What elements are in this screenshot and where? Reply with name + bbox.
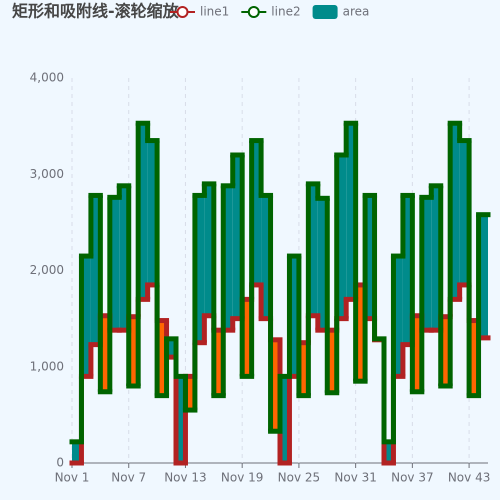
area-band (157, 320, 167, 396)
area-band (232, 155, 243, 319)
x-tick-label: Nov 19 (221, 471, 264, 485)
area-band (440, 316, 451, 386)
x-tick-label: Nov 25 (278, 471, 321, 485)
area-band (289, 256, 299, 377)
area-band (72, 441, 82, 463)
x-tick-label: Nov 37 (391, 471, 434, 485)
area-band (147, 140, 158, 285)
area-band (459, 140, 470, 285)
y-tick-label: 3,000 (30, 167, 64, 181)
x-tick-label: Nov 1 (55, 471, 90, 485)
area-band (346, 123, 356, 300)
area-band (365, 195, 375, 319)
area-band (431, 185, 441, 331)
area-band (402, 195, 413, 345)
legend: line1 line2 area (170, 5, 370, 19)
chart-title: 矩形和吸附线-滚轮缩放 (12, 2, 180, 21)
y-tick-label: 1,000 (30, 359, 64, 373)
area-band (185, 376, 195, 411)
x-tick-label: Nov 7 (111, 471, 146, 485)
x-tick-label: Nov 13 (164, 471, 207, 485)
area-band (298, 342, 309, 396)
legend-symbol (176, 6, 189, 18)
area-band (393, 256, 403, 377)
area-band (327, 330, 337, 393)
area-band (412, 315, 422, 392)
area-band (317, 198, 328, 331)
y-tick-label: 2,000 (30, 263, 64, 277)
area-band (138, 123, 148, 300)
area-band (109, 197, 120, 331)
area-band (213, 330, 224, 396)
area-band (469, 320, 479, 396)
area-band (478, 214, 488, 338)
area-band (251, 140, 262, 285)
x-tick-label: Nov 43 (448, 471, 491, 485)
y-tick-label: 0 (56, 456, 64, 470)
area-band (421, 197, 432, 331)
area-band (280, 376, 290, 463)
x-tick-label: Nov 31 (334, 471, 377, 485)
area-band (128, 316, 139, 386)
area-band (176, 376, 186, 463)
area-band (194, 195, 205, 343)
area-band (336, 155, 347, 319)
legend-label: line2 (271, 5, 300, 19)
area-band (308, 183, 318, 316)
area-band (242, 299, 252, 377)
area-band (355, 284, 366, 382)
area-band (270, 339, 280, 432)
area-band (100, 315, 110, 392)
legend-label: line1 (200, 5, 229, 19)
area-band (119, 185, 129, 331)
legend-symbol (247, 6, 260, 18)
area-band (261, 195, 271, 319)
legend-swatch (312, 5, 338, 19)
area-band (90, 195, 101, 345)
area-band (81, 256, 91, 377)
area-band (384, 441, 394, 463)
y-tick-label: 4,000 (30, 71, 64, 85)
area-band (223, 185, 233, 331)
area-band (166, 338, 176, 358)
legend-label: area (343, 5, 370, 19)
area-band (204, 183, 214, 316)
area-band (450, 123, 460, 300)
